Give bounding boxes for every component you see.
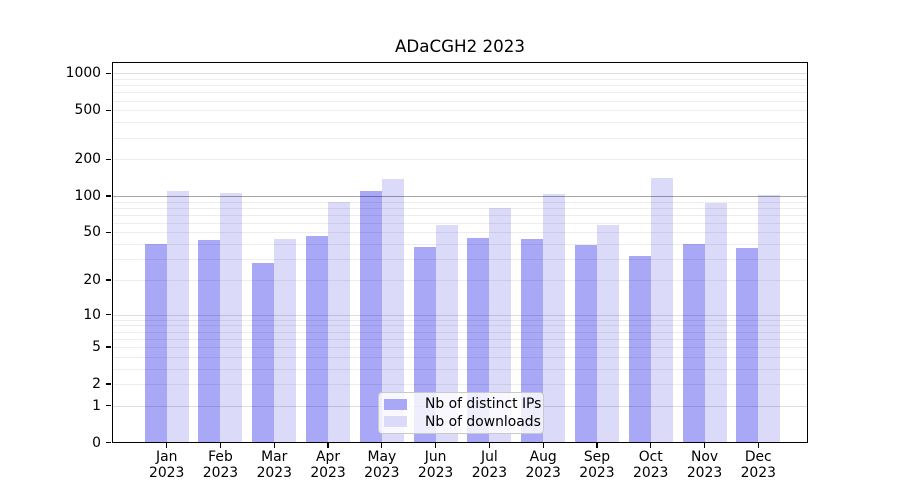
legend-swatch [384,398,407,410]
x-tick-nov [703,443,706,448]
gridline-600 [112,100,808,102]
y-tick-label-500: 500 [74,102,101,119]
y-tick-label-20: 20 [83,271,101,288]
y-tick-label-100: 100 [74,187,101,204]
bar-downloads-dec [758,194,781,443]
chart-title: ADaCGH2 2023 [394,36,525,56]
x-tick-jul [488,443,491,448]
y-tick-label-10: 10 [83,306,101,323]
y-tick-label-1: 1 [92,397,101,414]
bar-downloads-jan [166,190,189,443]
bar-downloads-jun [435,224,458,443]
x-tick-jan [166,443,168,448]
x-tick-feb [219,443,222,448]
legend: Nb of distinct IPs Nb of downloads [378,392,544,434]
bar-distinct-ips-feb [198,240,221,443]
gridline-300 [112,137,808,139]
x-tick-label-nov: Nov 2023 [686,449,723,481]
x-tick-may [381,443,383,448]
gridline-500 [112,110,808,112]
y-tick-1 [105,404,111,407]
y-tick-label-2: 2 [92,375,101,392]
gridline-400 [112,122,808,124]
x-tick-label-oct: Oct 2023 [633,449,669,481]
bar-downloads-sep [596,224,619,443]
x-tick-label-mar: Mar 2023 [256,449,292,481]
x-tick-apr [327,443,329,448]
bar-distinct-ips-sep [574,245,597,443]
x-tick-label-feb: Feb 2023 [202,449,239,481]
bar-distinct-ips-oct [628,255,651,443]
y-tick-label-200: 200 [74,151,101,168]
gridline-700 [112,92,808,94]
bar-distinct-ips-jul [467,238,490,443]
gridline-800 [112,85,808,87]
y-tick-2 [105,383,111,385]
bar-downloads-feb [220,192,243,443]
gridline-900 [112,78,808,80]
y-tick-0 [105,442,111,444]
y-tick-5 [105,346,111,348]
x-tick-label-jul: Jul 2023 [471,449,508,481]
bar-downloads-mar [274,239,297,443]
x-tick-jun [434,443,437,448]
y-tick-label-50: 50 [83,224,101,241]
bar-distinct-ips-dec [736,248,759,443]
y-tick-500 [105,109,111,111]
bar-distinct-ips-apr [306,235,329,443]
x-tick-oct [650,443,652,448]
bar-downloads-oct [650,178,673,443]
legend-item-downloads: Nb of downloads [384,414,541,430]
y-tick-label-1000: 1000 [65,65,101,82]
bar-distinct-ips-nov [682,244,705,443]
x-tick-label-jan: Jan 2023 [149,449,185,481]
bar-downloads-nov [704,203,727,443]
bar-downloads-aug [543,193,566,443]
bar-distinct-ips-may [359,190,382,443]
gridline-200 [112,159,808,161]
legend-item-distinct-ips: Nb of distinct IPs [384,396,541,412]
y-tick-1000 [105,72,111,74]
bar-downloads-jul [489,207,512,443]
y-tick-20 [105,279,111,281]
x-tick-sep [596,443,598,448]
legend-swatch [384,416,407,428]
x-tick-label-may: May 2023 [364,449,400,481]
y-tick-50 [105,231,111,234]
plot-area: Nb of distinct IPs Nb of downloads 0 1 2 5 1… [66,62,808,481]
y-tick-10 [105,313,111,316]
x-tick-label-sep: Sep 2023 [579,449,615,481]
gridline-100 [112,195,808,198]
legend-label: Nb of downloads [425,413,541,430]
x-tick-label-jun: Jun 2023 [417,449,454,481]
y-tick-label-0: 0 [92,434,101,451]
x-tick-label-aug: Aug 2023 [525,449,561,481]
gridline-1000 [112,73,808,75]
x-tick-dec [757,443,759,448]
bar-downloads-apr [328,201,351,443]
x-tick-aug [542,443,544,448]
x-tick-label-apr: Apr 2023 [310,449,346,481]
y-tick-100 [105,195,111,197]
y-tick-200 [105,158,111,160]
legend-label: Nb of distinct IPs [425,396,542,413]
bar-distinct-ips-jan [144,244,167,443]
bar-downloads-may [381,178,404,443]
x-tick-label-dec: Dec 2023 [740,449,776,481]
x-tick-mar [273,443,275,448]
bar-distinct-ips-mar [252,262,275,443]
y-tick-label-5: 5 [92,338,101,355]
